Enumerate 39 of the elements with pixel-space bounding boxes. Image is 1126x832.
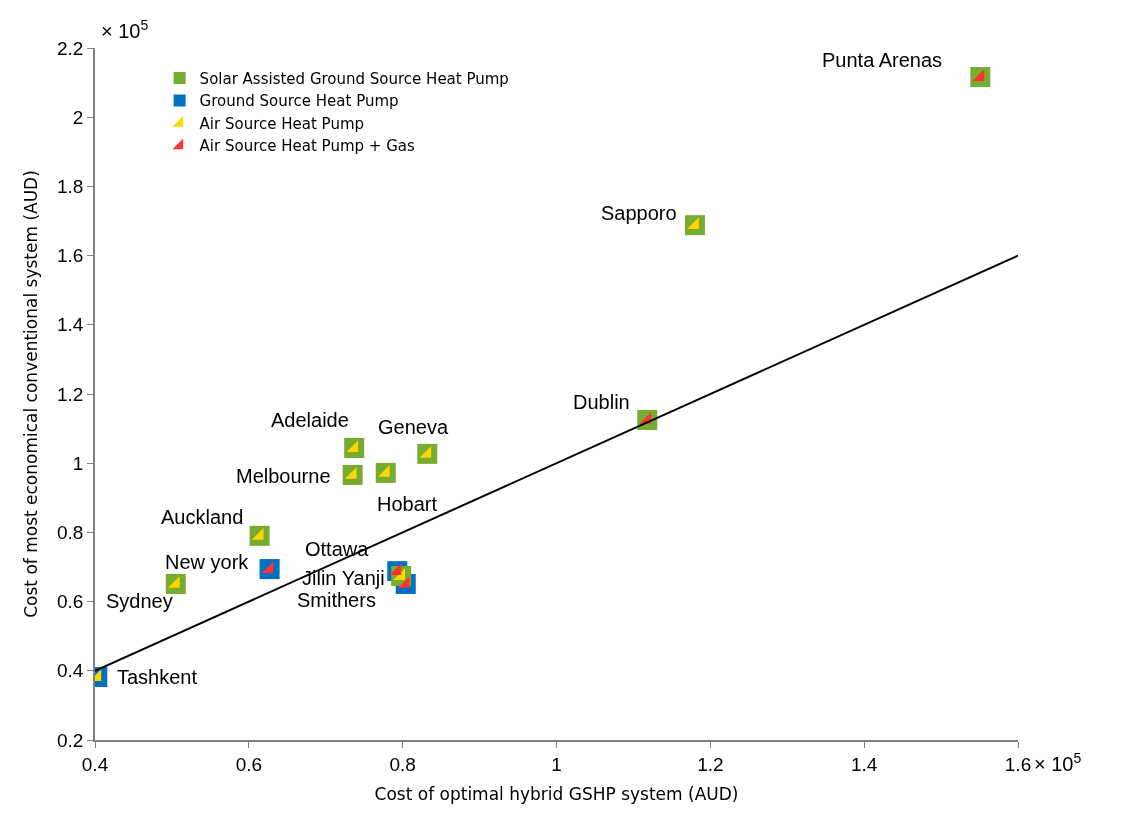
annotation: Geneva — [378, 416, 449, 438]
y-tick-label: 0.6 — [57, 591, 84, 613]
x-tick-label: 0.6 — [235, 753, 263, 775]
annotation: Smithers — [297, 589, 376, 611]
annotation: Melbourne — [236, 465, 331, 487]
y-tick-label: 0.8 — [57, 522, 84, 544]
y-tick-label: 1 — [72, 452, 84, 474]
annotation: New york — [165, 551, 250, 573]
annotation: Dublin — [573, 391, 630, 413]
y-tick-label: 1.6 — [57, 245, 84, 267]
annotation: Tashkent — [117, 666, 198, 688]
text: × 10$^{5}$ — [101, 17, 149, 43]
legend-label: Solar Assisted Ground Source Heat Pump — [199, 69, 509, 88]
y-axis-title: Cost of most economical conventional system (AUD) — [21, 170, 42, 618]
annotation: Hobart — [377, 493, 438, 515]
x-tick-label: 1.2 — [697, 753, 724, 775]
y-tick-label: 0.2 — [57, 729, 84, 751]
legend-label: Air Source Heat Pump + Gas — [199, 137, 415, 156]
x-tick-label: 0.8 — [389, 753, 416, 775]
y-tick-label: 1.2 — [57, 383, 84, 405]
y-tick-label: 0.4 — [57, 660, 84, 682]
y-tick-label: 2 — [72, 106, 84, 128]
annotation: Sapporo — [601, 202, 677, 224]
legend-label: Ground Source Heat Pump — [199, 92, 399, 111]
y-tick-label: 1.4 — [57, 314, 84, 336]
text: × 10$^{5}$ — [1034, 750, 1082, 776]
y-tick-label: 2.2 — [57, 37, 84, 59]
x-tick-label: 1.6 — [1004, 753, 1032, 775]
x-axis-title: Cost of optimal hybrid GSHP system (AUD) — [374, 784, 739, 805]
annotation: Adelaide — [271, 409, 349, 431]
x-tick-label: 1.4 — [850, 753, 878, 775]
legend-label: Air Source Heat Pump — [199, 114, 365, 133]
annotation: Sydney — [106, 590, 173, 612]
annotation: Punta Arenas — [822, 49, 943, 71]
y-tick-label: 1.8 — [57, 176, 84, 198]
annotation: Auckland — [161, 506, 244, 528]
annotation: Ottawa — [305, 538, 370, 560]
x-tick-label: 1 — [551, 753, 562, 775]
annotation: Jilin Yanji — [302, 567, 385, 589]
